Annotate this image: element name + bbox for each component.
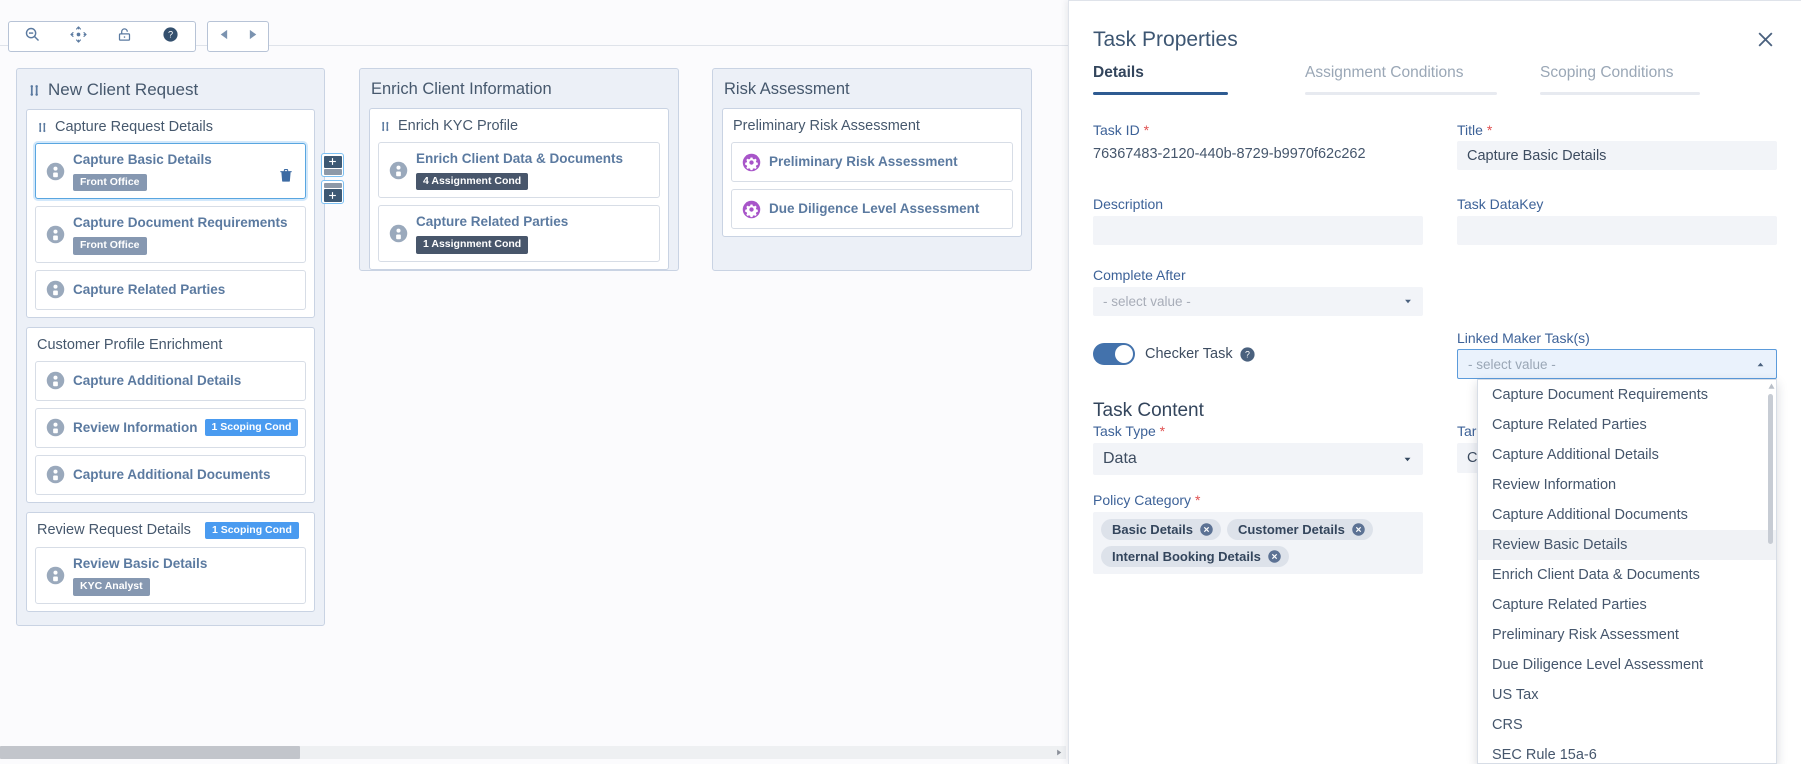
svg-text:?: ? [1245, 349, 1250, 359]
svg-text:?: ? [167, 29, 172, 39]
